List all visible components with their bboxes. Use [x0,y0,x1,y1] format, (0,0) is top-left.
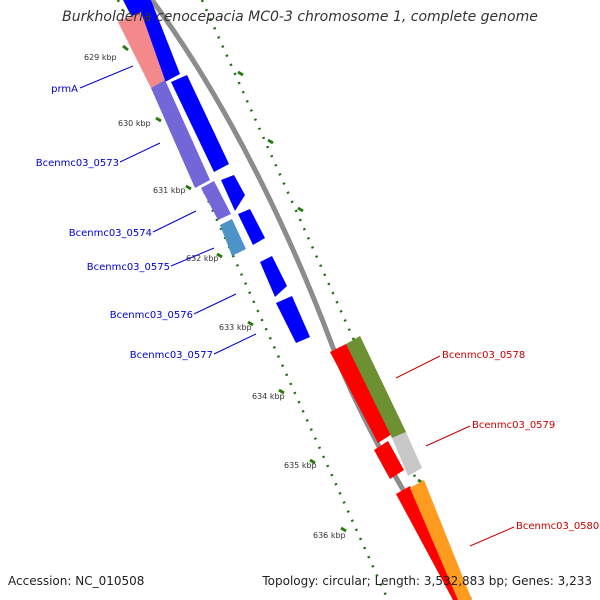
cds-reverse-1[interactable] [330,344,392,443]
right-gene-labels: Bcenmc03_0578 Bcenmc03_0579 Bcenmc03_058… [395,350,599,547]
gene-label-prmA[interactable]: prmA [51,84,78,95]
tick-label: 633 kbp [219,323,252,332]
gene-0575-block[interactable] [220,219,246,256]
gene-label-0575[interactable]: Bcenmc03_0575 [87,262,170,273]
gene-label-0578[interactable]: Bcenmc03_0578 [442,350,525,361]
accession-text: Accession: NC_010508 [8,574,145,588]
prmA-block[interactable] [118,12,165,88]
gene-0574-block[interactable] [201,181,231,220]
gene-label-0579[interactable]: Bcenmc03_0579 [472,420,555,431]
tick-label: 632 kbp [186,254,219,263]
tick-label: 634 kbp [252,392,285,401]
cds-forward-5[interactable] [260,256,287,297]
tick-label: 631 kbp [153,186,186,195]
gene-label-0576[interactable]: Bcenmc03_0576 [110,310,193,321]
scale-tick-labels: 629 kbp 630 kbp 631 kbp 632 kbp 633 kbp … [84,53,346,540]
tick-label: 630 kbp [118,119,151,128]
gene-0579-block[interactable] [392,432,422,476]
cds-forward-6[interactable] [276,296,310,343]
left-gene-labels: prmA Bcenmc03_0573 Bcenmc03_0574 Bcenmc0… [36,65,257,361]
gene-0580-block[interactable] [410,480,472,600]
tick-label: 629 kbp [84,53,117,62]
cds-forward-3[interactable] [221,175,245,211]
tick-label: 636 kbp [313,531,346,540]
topology-text: Topology: circular; Length: 3,532,883 bp… [262,574,592,588]
gene-0578-block[interactable] [346,336,406,438]
gene-label-0574[interactable]: Bcenmc03_0574 [69,228,152,239]
cds-forward-4[interactable] [238,209,265,245]
reverse-cds-track [330,336,472,600]
map-title: Burkholderia cenocepacia MC0-3 chromosom… [62,9,538,25]
tick-label: 635 kbp [284,461,317,470]
gene-label-0573[interactable]: Bcenmc03_0573 [36,158,119,169]
gene-0573-block[interactable] [151,80,210,188]
gene-label-0580[interactable]: Bcenmc03_0580 [516,521,599,532]
cds-reverse-2[interactable] [374,441,404,479]
cds-forward-2[interactable] [171,75,229,172]
gene-label-0577[interactable]: Bcenmc03_0577 [130,350,213,361]
product-track-left [118,12,246,256]
